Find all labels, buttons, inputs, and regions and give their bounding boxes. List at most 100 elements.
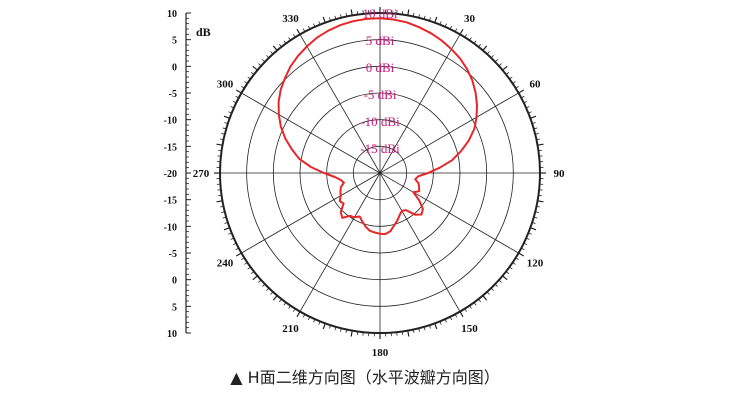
grid-spokes (220, 13, 540, 333)
outer-minor-tick (533, 127, 538, 130)
outer-major-tick (459, 28, 464, 35)
outer-major-tick (434, 323, 438, 330)
outer-minor-tick (345, 12, 348, 17)
scale-axis: 10 5 0 -5 -10 -15 -20 -15 -10 -5 0 5 10 (164, 9, 191, 340)
outer-major-tick (296, 28, 301, 35)
grid-spoke (379, 172, 519, 254)
outer-major-tick (235, 252, 242, 257)
outer-minor-tick (449, 25, 453, 30)
angle-label-240: 240 (217, 258, 234, 270)
outer-minor-tick (232, 242, 237, 246)
scale-tick-label: 0 (172, 62, 177, 73)
outer-major-tick (459, 311, 464, 318)
outer-minor-tick (230, 106, 234, 109)
outer-minor-tick (302, 28, 306, 32)
outer-minor-tick (515, 86, 519, 89)
outer-minor-tick (230, 237, 234, 240)
outer-minor-tick (329, 17, 331, 21)
outer-minor-tick (262, 283, 266, 287)
outer-minor-tick (318, 21, 321, 25)
grid-spoke (299, 172, 381, 312)
outer-minor-tick (258, 279, 262, 283)
angle-label-330: 330 (282, 13, 299, 25)
curve-layer (277, 17, 478, 236)
angle-label-30: 30 (464, 13, 476, 25)
outer-major-tick (482, 295, 488, 301)
outer-minor-tick (521, 95, 525, 99)
outer-minor-tick (532, 222, 536, 224)
outer-minor-tick (247, 266, 251, 270)
outer-minor-tick (494, 283, 498, 287)
outer-minor-tick (512, 262, 516, 265)
outer-minor-tick (444, 23, 447, 27)
outer-minor-tick (241, 257, 245, 260)
outer-minor-tick (486, 51, 490, 55)
outer-minor-tick (528, 232, 532, 235)
outer-minor-tick (279, 298, 282, 303)
outer-minor-tick (526, 106, 530, 109)
outer-minor-tick (533, 216, 538, 219)
outer-minor-tick (464, 308, 467, 312)
outer-major-tick (502, 65, 508, 71)
scale-tick-label: 5 (172, 36, 177, 47)
outer-minor-tick (244, 81, 248, 84)
outer-major-tick (223, 227, 230, 231)
outer-minor-tick (288, 37, 291, 41)
outer-minor-tick (429, 17, 431, 21)
scale-tick-label: -15 (164, 196, 177, 207)
outer-minor-tick (412, 12, 415, 17)
angle-label-120: 120 (527, 258, 544, 270)
outer-major-tick (235, 89, 242, 94)
outer-minor-tick (490, 55, 494, 59)
grid-spoke (379, 172, 461, 312)
outer-minor-tick (250, 271, 255, 274)
outer-minor-tick (423, 326, 426, 331)
ring-label: 10 dBi (362, 6, 397, 21)
outer-minor-tick (235, 247, 239, 251)
scale-tick-label: -20 (164, 169, 177, 180)
outer-minor-tick (490, 287, 494, 291)
outer-minor-tick (423, 15, 426, 20)
outer-major-tick (407, 330, 410, 337)
outer-minor-tick (454, 314, 458, 318)
outer-minor-tick (454, 28, 458, 32)
outer-minor-tick (307, 25, 311, 30)
unit-label: dB (196, 25, 211, 39)
outer-minor-tick (345, 329, 348, 334)
outer-minor-tick (444, 319, 447, 323)
outer-minor-tick (293, 34, 296, 38)
outer-minor-tick (224, 122, 228, 124)
outer-minor-tick (523, 100, 528, 104)
outer-minor-tick (221, 211, 225, 213)
outer-minor-tick (412, 329, 415, 334)
outer-minor-tick (222, 216, 227, 219)
outer-minor-tick (536, 205, 541, 208)
outer-minor-tick (515, 257, 519, 260)
outer-minor-tick (266, 55, 270, 59)
scale-tick-label: 10 (167, 329, 177, 340)
outer-major-tick (216, 143, 223, 146)
ring-labels: 10 dBi 5 dBi 0 dBi -5 dBi -10 dBi -15 dBi (360, 6, 400, 156)
outer-minor-tick (219, 205, 224, 208)
outer-major-tick (518, 89, 525, 94)
outer-minor-tick (262, 59, 266, 63)
outer-minor-tick (505, 271, 510, 274)
angle-label-210: 210 (282, 323, 299, 335)
outer-minor-tick (478, 298, 481, 303)
outer-minor-tick (313, 319, 316, 323)
ring-label: 0 dBi (366, 60, 395, 75)
outer-minor-tick (247, 76, 251, 80)
scale-tick-label: -5 (169, 249, 177, 260)
outer-minor-tick (318, 321, 321, 325)
outer-minor-tick (283, 40, 287, 44)
outer-minor-tick (221, 133, 225, 135)
outer-minor-tick (288, 305, 291, 309)
outer-minor-tick (340, 328, 342, 332)
outer-minor-tick (266, 287, 270, 291)
outer-minor-tick (512, 81, 516, 84)
outer-minor-tick (334, 326, 337, 331)
outer-major-tick (350, 9, 353, 16)
outer-minor-tick (270, 291, 274, 295)
grid-spoke (241, 92, 381, 174)
